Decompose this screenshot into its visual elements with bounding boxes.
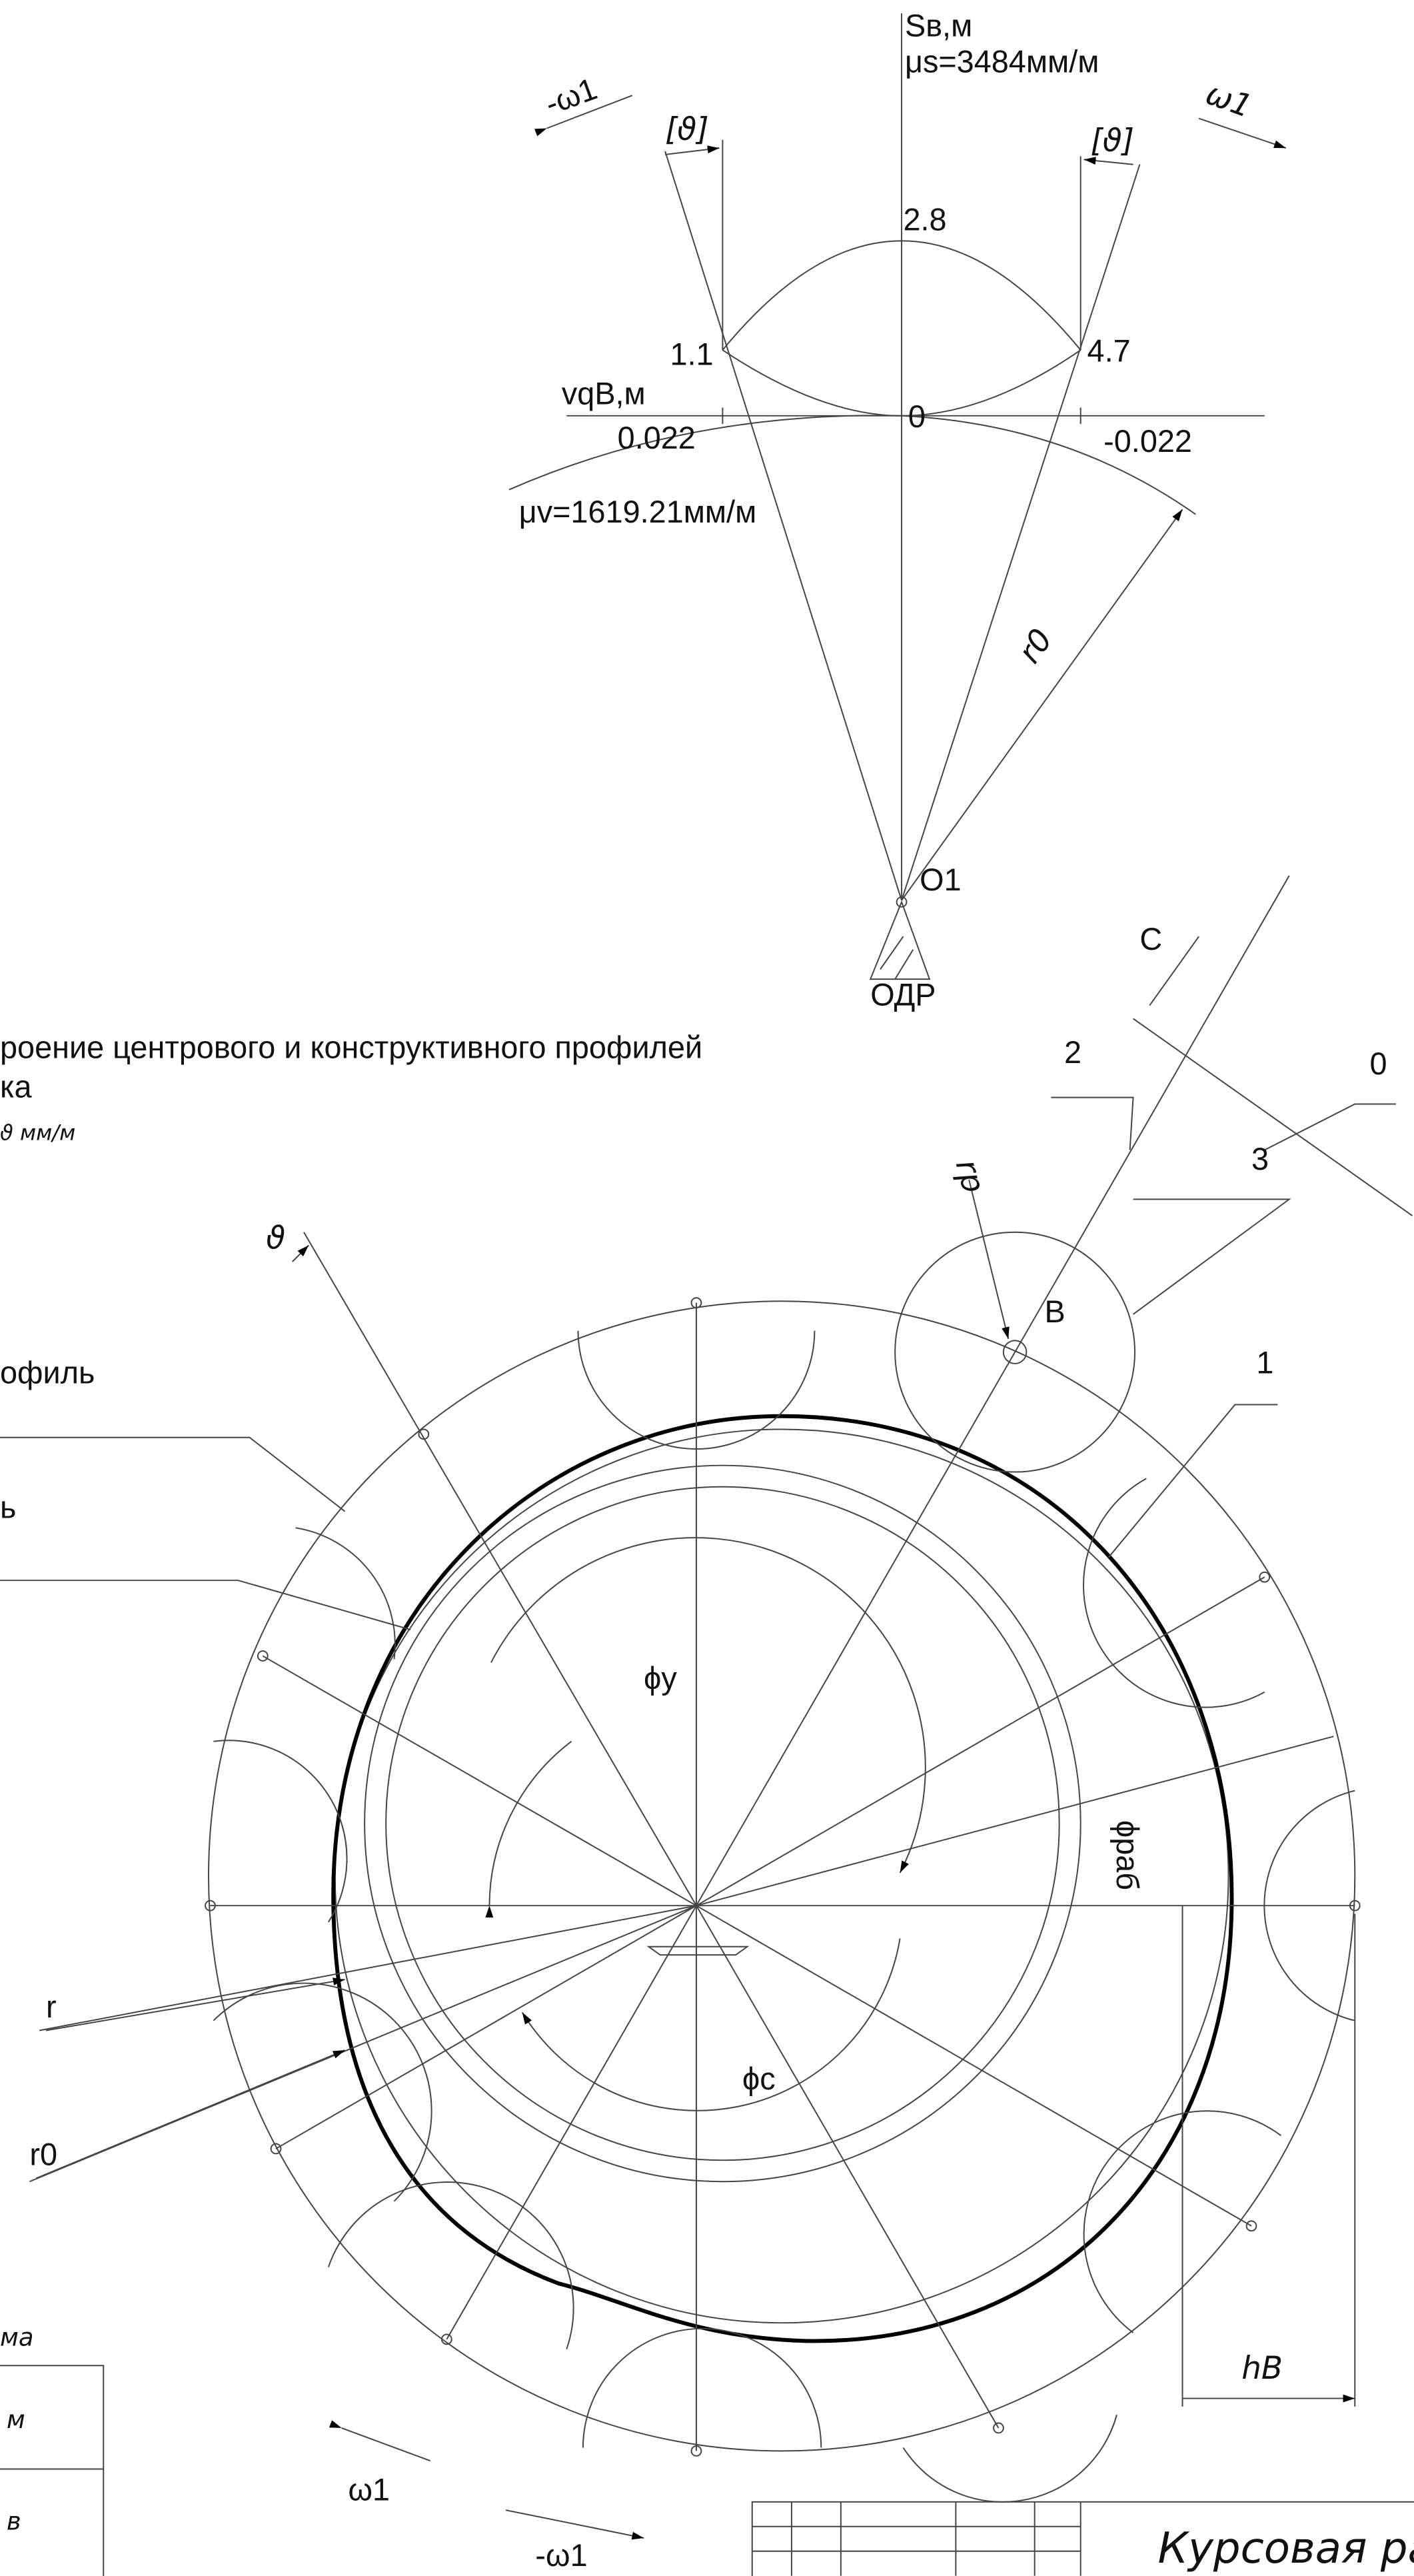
label: B xyxy=(1044,1294,1065,1329)
label: [ϑ] xyxy=(1090,123,1134,159)
label: ϑ xyxy=(266,1220,285,1256)
table-cell: м xyxy=(7,2405,25,2434)
label: 2 xyxy=(1064,1035,1081,1070)
label: μv=1619.21мм/м xyxy=(519,495,757,529)
label: ω1 xyxy=(1201,76,1256,125)
labels: Sв,м μs=3484мм/м -ω1 ω1 [ϑ] [ϑ] 2.8 1.1 … xyxy=(0,8,1414,2573)
label: ка xyxy=(0,1070,33,1104)
label: r xyxy=(46,1989,57,2024)
label: ϑ мм/м xyxy=(0,1120,75,1146)
label: C xyxy=(1139,922,1162,956)
label: 0 xyxy=(1369,1046,1387,1081)
label: 3 xyxy=(1251,1142,1269,1176)
label: ϕy xyxy=(644,1661,677,1696)
label: 1 xyxy=(1256,1346,1273,1380)
title-block-title: Курсовая рабо xyxy=(1158,2524,1414,2573)
label: ОДР xyxy=(870,978,936,1012)
label: 0 xyxy=(908,399,926,434)
label: r0 xyxy=(29,2137,57,2172)
label: μs=3484мм/м xyxy=(905,45,1099,79)
label: O1 xyxy=(920,862,961,897)
body: {"velocity_diagram":{"s_axis":"Sв,м","mu… xyxy=(0,0,1414,2576)
label: офиль xyxy=(0,1355,95,1390)
label: роение центрового и конструктивного проф… xyxy=(0,1030,702,1064)
label: ω1 xyxy=(348,2472,390,2507)
label: rр xyxy=(948,1156,992,1196)
label: 4.7 xyxy=(1087,333,1131,368)
label: ь xyxy=(0,1490,16,1525)
label: ϕc xyxy=(742,2061,776,2096)
label: -0.022 xyxy=(1103,424,1192,459)
label: ма xyxy=(0,2323,34,2352)
page: html,body{margin:0;padding:0;background:… xyxy=(0,0,1414,2576)
label: 1.1 xyxy=(670,337,714,371)
label: vqB,м xyxy=(562,377,646,411)
label: r0 xyxy=(1012,623,1060,670)
table-cell: в xyxy=(7,2507,21,2536)
label: ϕраб xyxy=(1110,1820,1145,1890)
label: hB xyxy=(1241,2351,1283,2387)
label: -ω1 xyxy=(540,71,601,122)
drawing: Sв,м μs=3484мм/м -ω1 ω1 [ϑ] [ϑ] 2.8 1.1 … xyxy=(0,0,1414,2576)
cam-geometry xyxy=(0,876,1413,2538)
label: 2.8 xyxy=(904,202,947,237)
label: -ω1 xyxy=(535,2538,587,2573)
label: [ϑ] xyxy=(665,112,709,148)
label: Sв,м xyxy=(905,8,972,43)
label: 0.022 xyxy=(618,421,696,455)
